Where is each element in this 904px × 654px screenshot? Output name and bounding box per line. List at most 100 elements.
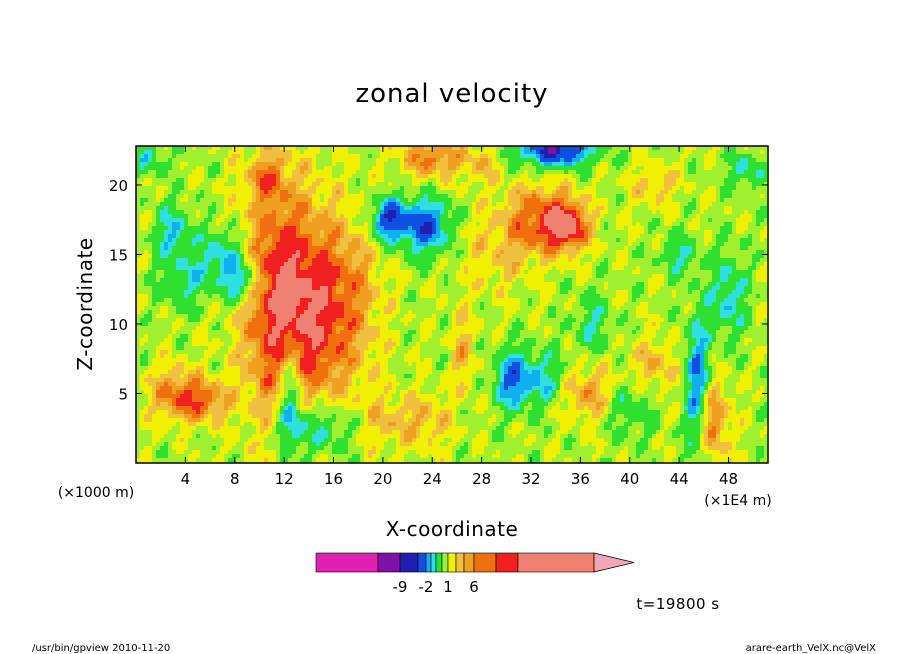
field-cell [264,294,272,298]
field-cell [212,446,216,450]
field-cell [344,310,360,314]
field-cell [228,174,236,178]
field-cell [156,146,164,150]
field-cell [440,326,444,330]
field-cell [688,342,696,346]
field-cell [604,322,616,326]
field-cell [644,322,652,326]
field-cell [668,406,680,410]
field-cell [488,198,492,202]
field-cell [340,190,344,194]
field-cell [764,218,768,222]
field-cell [136,158,140,162]
field-cell [464,266,468,270]
field-cell [436,282,444,286]
field-cell [268,342,276,346]
field-cell [516,278,524,282]
field-cell [464,226,488,230]
field-cell [324,326,332,330]
field-cell [720,418,724,422]
field-cell [528,410,544,414]
field-cell [244,158,248,162]
field-cell [280,170,284,174]
field-cell [312,206,316,210]
field-cell [452,354,456,358]
field-cell [708,250,720,254]
field-cell [688,374,692,378]
field-cell [396,410,408,414]
field-cell [396,374,404,378]
field-cell [460,254,468,258]
field-cell [284,410,292,414]
field-cell [276,394,284,398]
field-cell [332,194,344,198]
field-cell [576,246,580,250]
field-cell [464,350,468,354]
field-cell [140,318,152,322]
field-cell [724,394,752,398]
field-cell [512,314,528,318]
field-cell [300,150,304,154]
field-cell [240,306,256,310]
field-cell [472,286,480,290]
field-cell [256,162,284,166]
field-cell [572,258,580,262]
field-cell [304,350,320,354]
field-cell [280,174,284,178]
field-cell [648,346,672,350]
field-cell [288,190,296,194]
field-cell [248,370,264,374]
field-cell [724,422,728,426]
field-cell [516,434,528,438]
field-cell [204,410,208,414]
field-cell [292,434,300,438]
field-cell [584,338,592,342]
field-cell [512,370,516,374]
field-cell [356,270,360,274]
field-cell [308,426,320,430]
field-cell [392,454,404,458]
field-cell [712,238,716,242]
field-cell [704,430,708,434]
field-cell [252,294,260,298]
field-cell [540,258,556,262]
field-cell [416,230,420,234]
field-cell [704,422,708,426]
field-cell [260,274,264,278]
field-cell [144,414,152,418]
field-cell [552,390,556,394]
field-cell [252,198,256,202]
field-cell [136,274,144,278]
field-cell [540,290,556,294]
field-cell [376,266,384,270]
field-cell [136,234,148,238]
field-cell [684,442,688,446]
field-cell [240,430,256,434]
field-cell [380,394,384,398]
field-cell [368,154,372,158]
field-cell [544,206,552,210]
field-cell [584,422,600,426]
field-cell [236,294,240,298]
field-cell [160,446,168,450]
field-cell [312,258,328,262]
field-cell [140,338,148,342]
field-cell [308,386,320,390]
field-cell [460,410,468,414]
field-cell [504,166,508,170]
field-cell [476,382,484,386]
field-cell [256,390,260,394]
field-cell [136,414,140,418]
field-cell [692,398,696,402]
field-cell [732,458,748,462]
field-cell [436,270,440,274]
field-cell [520,262,524,266]
field-cell [248,166,252,170]
field-cell [596,258,604,262]
field-cell [612,158,628,162]
field-cell [632,154,648,158]
field-cell [736,382,752,386]
field-cell [708,418,712,422]
field-cell [240,226,252,230]
field-cell [732,206,760,210]
